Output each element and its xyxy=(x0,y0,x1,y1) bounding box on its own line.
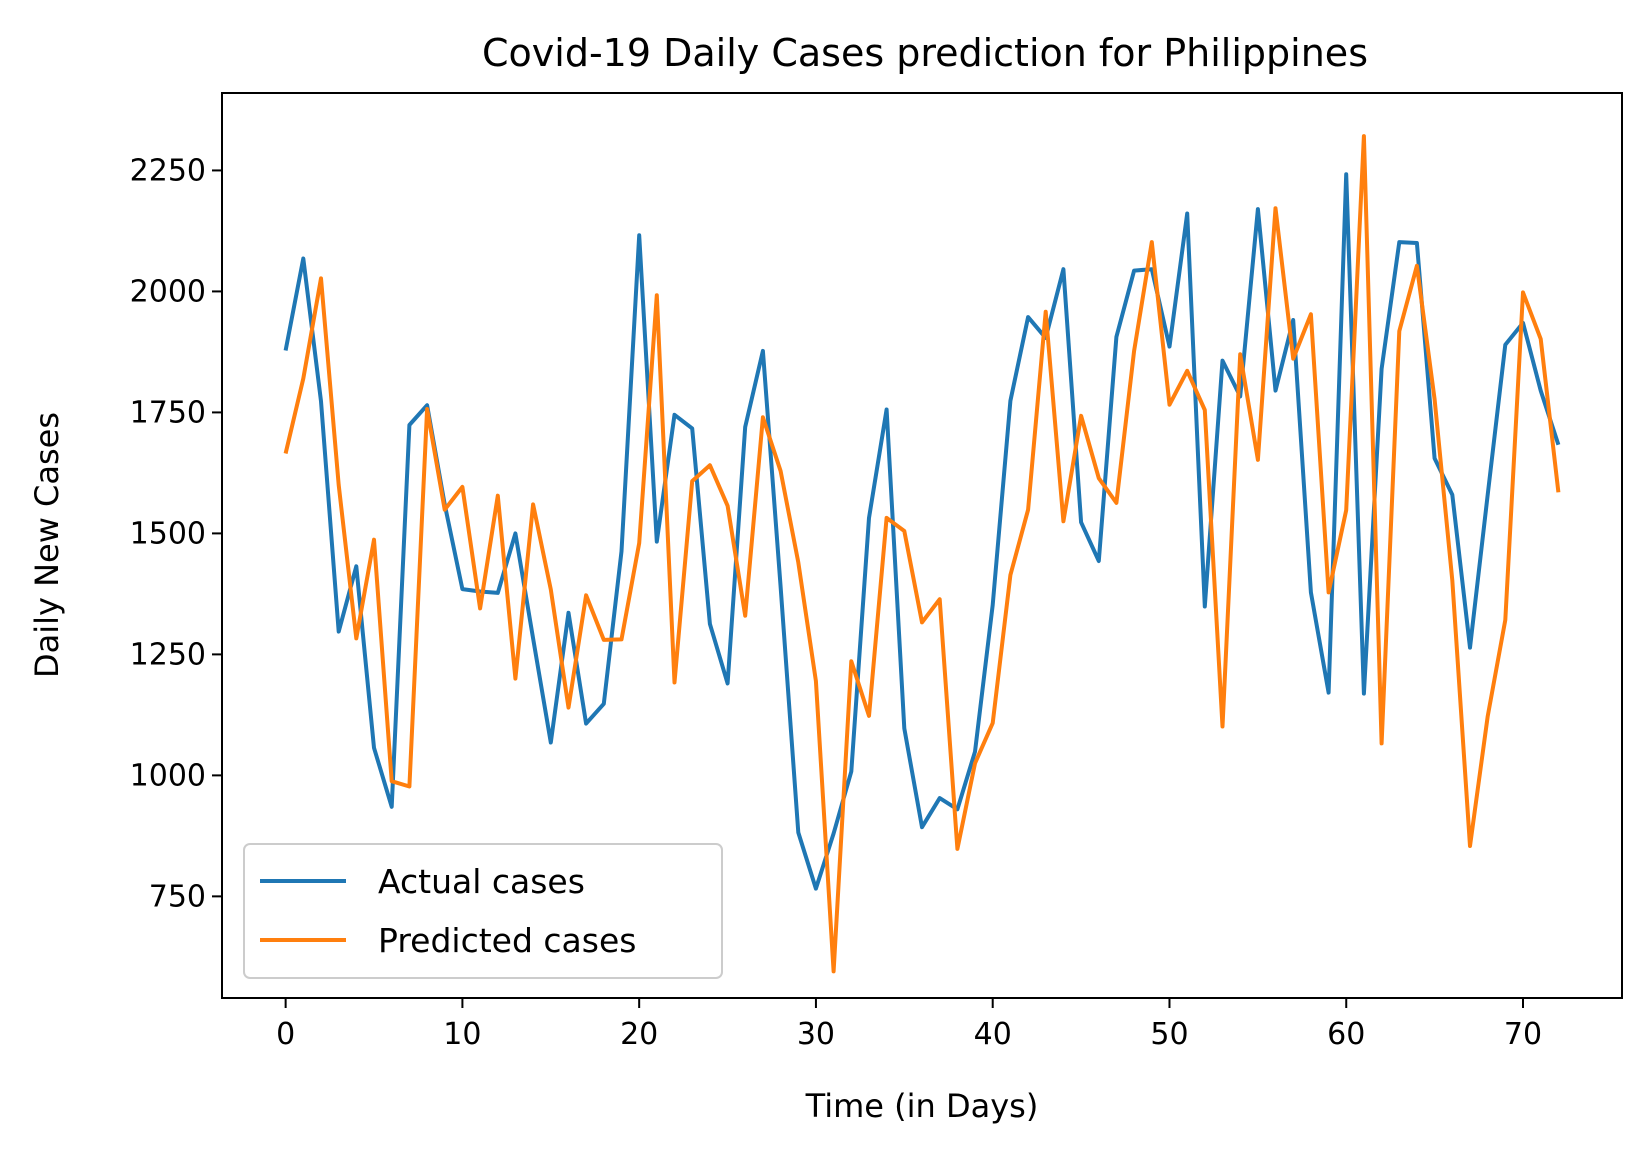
x-tick-label: 70 xyxy=(1504,1017,1542,1052)
x-tick-label: 30 xyxy=(797,1017,835,1052)
x-tick-label: 50 xyxy=(1150,1017,1188,1052)
legend-label-1: Predicted cases xyxy=(378,921,636,960)
legend-box xyxy=(243,843,723,979)
y-tick-label: 750 xyxy=(149,879,206,914)
x-axis-title: Time (in Days) xyxy=(805,1087,1039,1125)
y-tick-label: 1750 xyxy=(130,395,206,430)
y-axis: 750 1000 1250 1500 1750 2000 2250 xyxy=(130,153,222,914)
y-tick-label: 1500 xyxy=(130,516,206,551)
series-line-1 xyxy=(283,134,1561,974)
axes-frame xyxy=(221,92,1623,999)
chart-title: Covid-19 Daily Cases prediction for Phil… xyxy=(482,31,1368,75)
x-tick-label: 40 xyxy=(974,1017,1012,1052)
y-tick-label: 1000 xyxy=(130,758,206,793)
x-axis: 0 10 20 30 40 50 60 70 xyxy=(276,998,1542,1052)
y-tick-label: 1250 xyxy=(130,637,206,672)
x-tick-label: 10 xyxy=(443,1017,481,1052)
y-tick-label: 2250 xyxy=(130,153,206,188)
plot-area xyxy=(283,134,1561,974)
y-axis-title: Daily New Cases xyxy=(28,412,66,678)
series-line-0 xyxy=(283,172,1561,891)
legend-label-0: Actual cases xyxy=(378,862,585,901)
y-tick-label: 2000 xyxy=(130,274,206,309)
x-tick-label: 20 xyxy=(620,1017,658,1052)
x-tick-label: 60 xyxy=(1327,1017,1365,1052)
x-tick-label: 0 xyxy=(276,1017,295,1052)
legend: Actual cases Predicted cases xyxy=(243,843,723,979)
